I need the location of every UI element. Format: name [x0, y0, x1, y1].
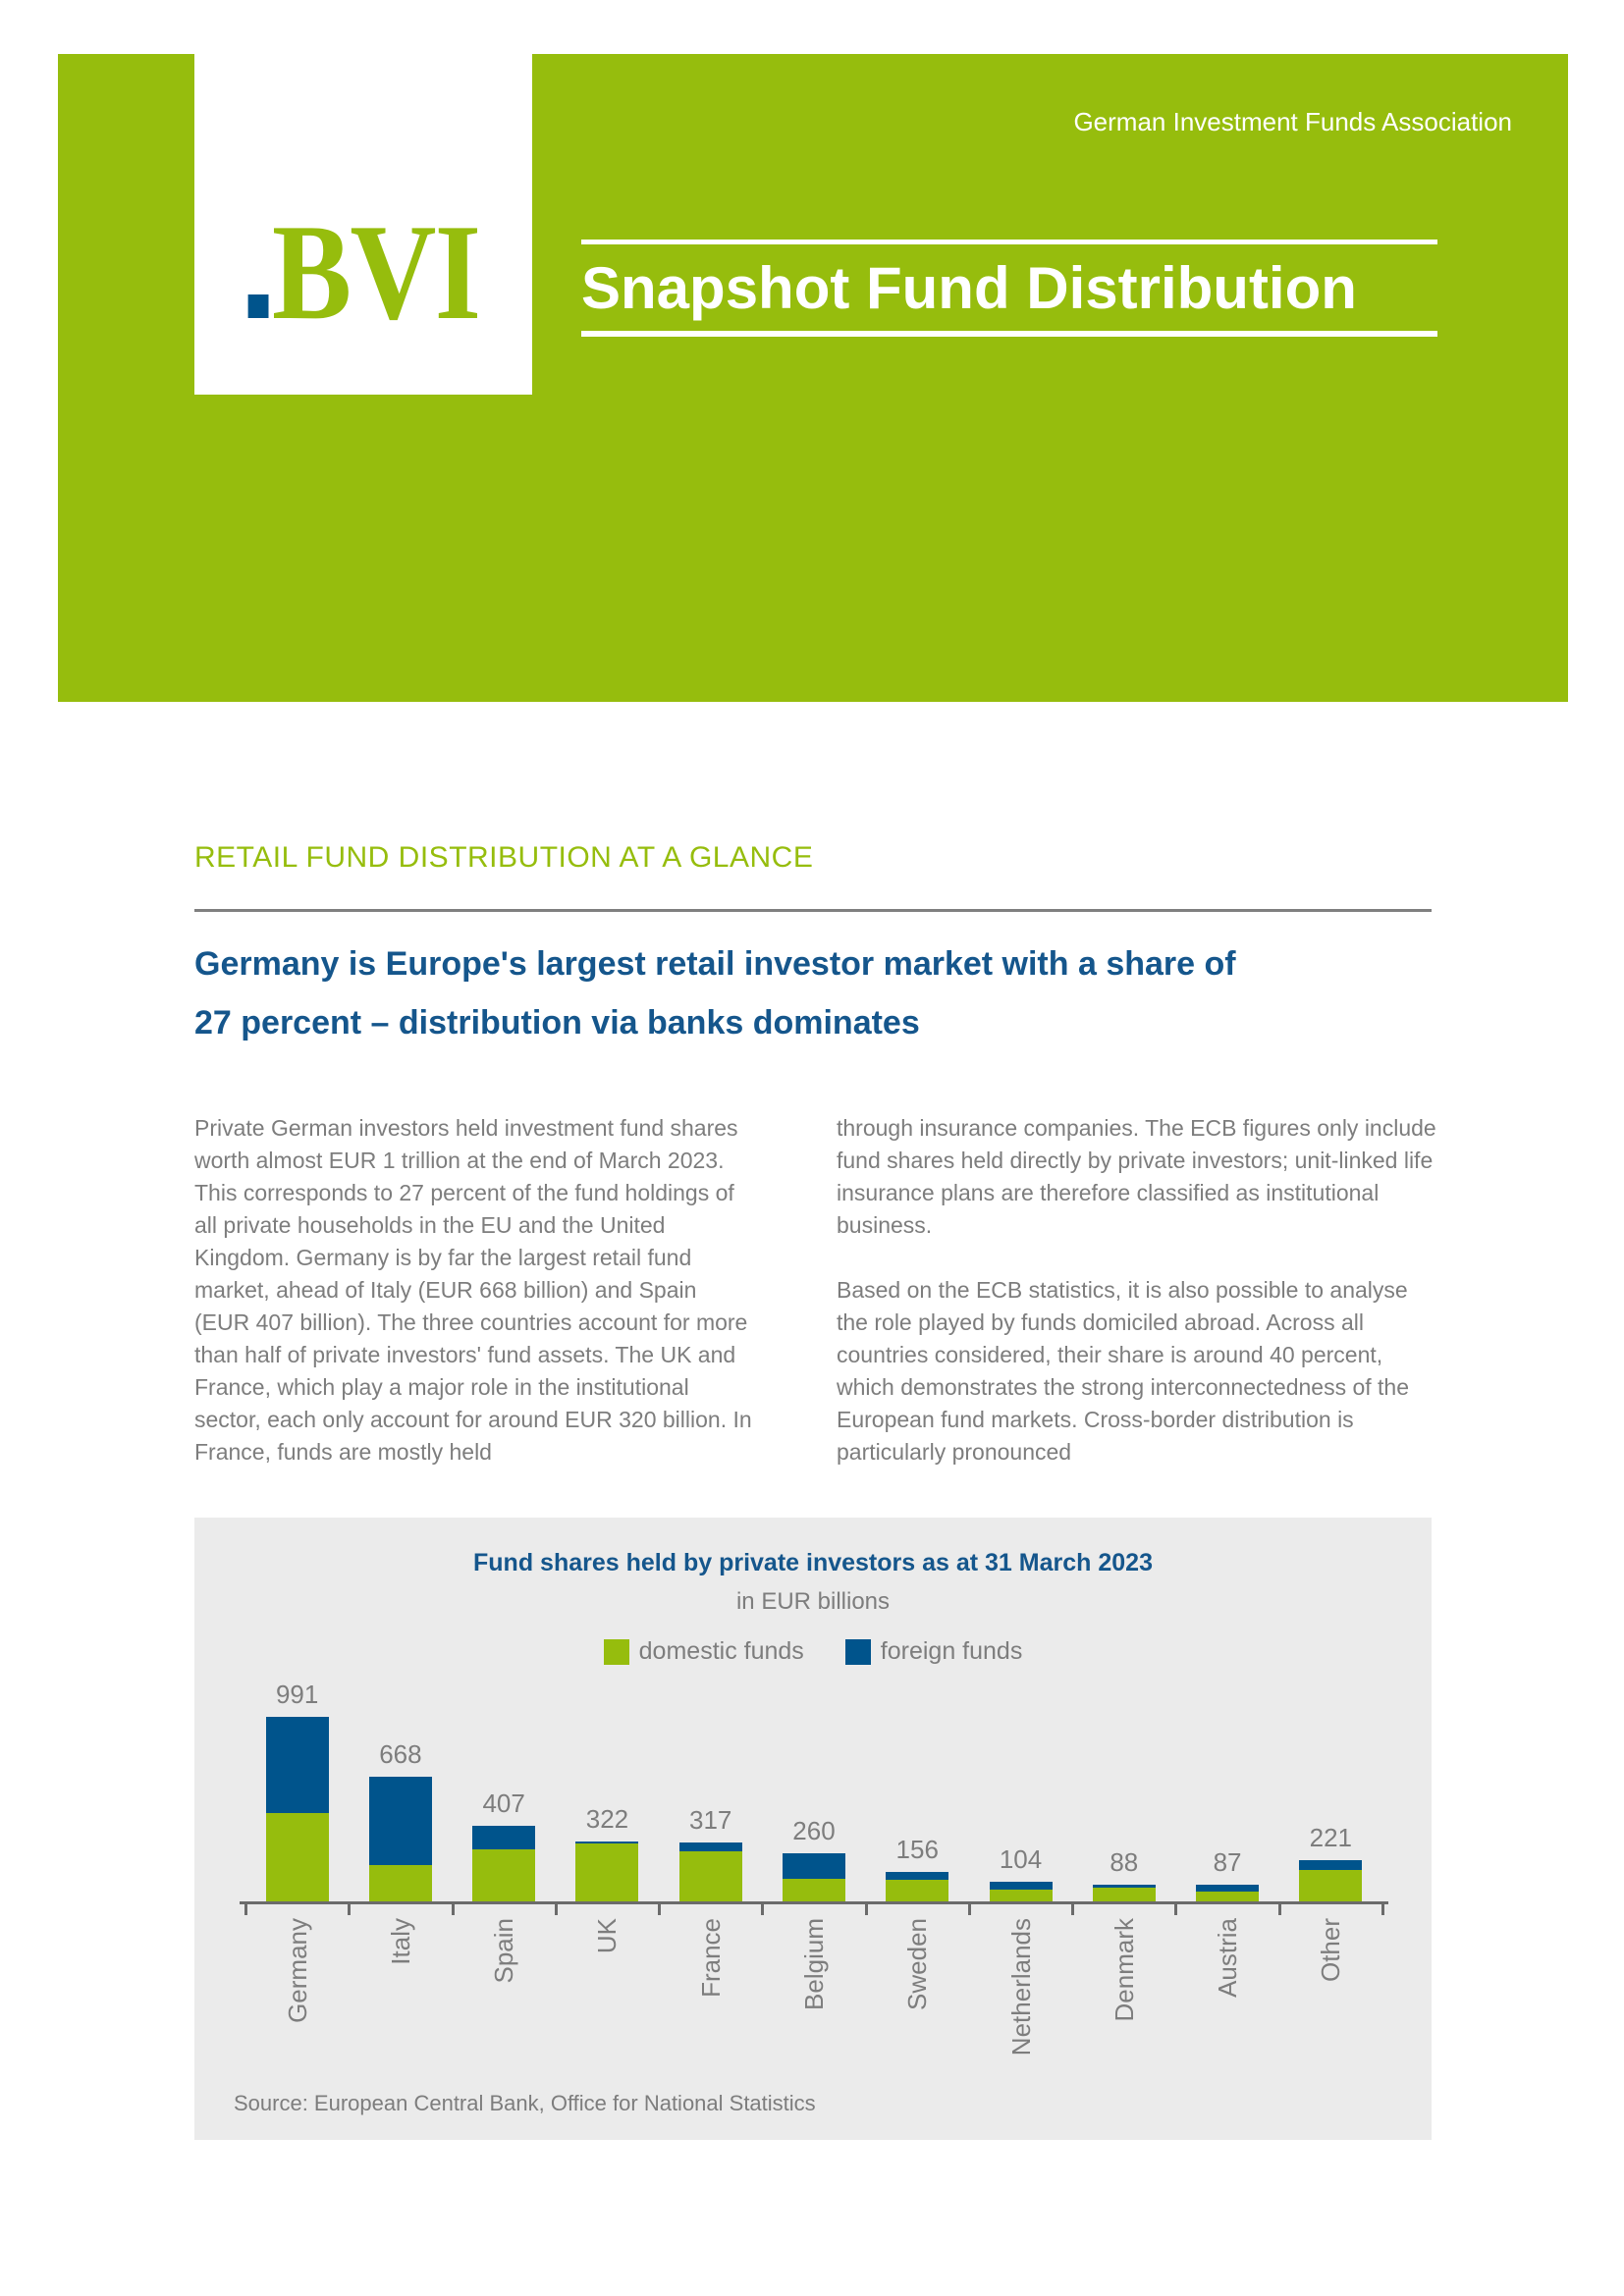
section-divider [194, 909, 1432, 912]
bar-segment-domestic-UK [575, 1842, 639, 1901]
article-title-line-2: 27 percent – distribution via banks domi… [194, 1004, 920, 1041]
x-axis-tick [244, 1901, 247, 1915]
article-title-line-1: Germany is Europe's largest retail inves… [194, 945, 1236, 983]
legend-swatch-icon [844, 1638, 871, 1665]
bar-value-Austria: 87 [1213, 1847, 1242, 1878]
bar-segment-foreign-Other [1299, 1860, 1363, 1870]
x-axis-tick [864, 1901, 868, 1915]
body-column-right: through insurance companies. The ECB fig… [837, 1112, 1439, 1468]
bar-value-France: 317 [689, 1804, 732, 1835]
chart-plot-area: 991 Germany 668 Italy 407 Spain 322 UK 317 France… [194, 1518, 1432, 2140]
axis-label-Netherlands: Netherlands [1005, 1918, 1036, 2056]
bar-segment-domestic-Austria [1196, 1892, 1260, 1901]
bar-segment-foreign-Austria [1196, 1885, 1260, 1893]
bar-segment-foreign-France [678, 1842, 742, 1852]
logo-dot-icon [247, 294, 269, 318]
bar-value-Italy: 668 [379, 1739, 422, 1770]
chart-legend: domestic funds foreign funds [194, 1637, 1432, 1666]
paragraph: through insurance companies. The ECB fig… [837, 1115, 1436, 1238]
axis-label-Spain: Spain [489, 1918, 519, 1984]
header-band: German Investment Funds Association BVI … [58, 54, 1568, 702]
axis-label-Denmark: Denmark [1109, 1918, 1139, 2022]
logo-text: BVI [271, 196, 480, 348]
axis-label-France: France [695, 1918, 726, 1998]
x-axis-tick [1277, 1901, 1281, 1915]
legend-swatch-icon [603, 1638, 629, 1665]
bar-segment-domestic-Other [1299, 1869, 1363, 1901]
bar-value-Belgium: 260 [792, 1815, 836, 1845]
bar-segment-foreign-Belgium [782, 1852, 845, 1880]
axis-label-UK: UK [592, 1918, 623, 1954]
legend-label: domestic funds [638, 1637, 804, 1665]
bar-segment-domestic-Italy [368, 1865, 432, 1901]
report-title-block: Snapshot Fund Distribution [581, 240, 1437, 337]
legend-item-domestic-funds: domestic funds [603, 1637, 804, 1666]
bar-value-Netherlands: 104 [999, 1844, 1043, 1875]
x-axis-tick [554, 1901, 558, 1915]
bar-segment-foreign-Italy [368, 1777, 432, 1866]
paragraph: Private German investors held investment… [194, 1115, 752, 1465]
chart-subtitle: in EUR billions [735, 1588, 891, 1615]
axis-label-Italy: Italy [385, 1918, 415, 1965]
bvi-logo-box: BVI [194, 54, 532, 395]
bvi-logo: BVI [247, 204, 481, 342]
axis-label-Belgium: Belgium [798, 1918, 829, 2010]
bar-segment-domestic-Germany [265, 1812, 329, 1901]
bar-segment-foreign-Denmark [1092, 1885, 1156, 1888]
bar-segment-domestic-Netherlands [989, 1890, 1053, 1901]
paragraph: Based on the ECB statistics, it is also … [837, 1277, 1410, 1465]
x-axis-tick [761, 1901, 765, 1915]
bar-segment-foreign-Spain [472, 1825, 536, 1850]
x-axis-tick [348, 1901, 352, 1915]
x-axis-tick [967, 1901, 971, 1915]
bar-value-Denmark: 88 [1110, 1847, 1139, 1878]
chart-panel: Fund shares held by private investors as… [194, 1518, 1432, 2140]
x-axis-tick [1071, 1901, 1075, 1915]
x-axis-tick [1380, 1901, 1384, 1915]
bar-segment-foreign-Germany [265, 1716, 329, 1813]
chart-title: Fund shares held by private investors as… [473, 1549, 1153, 1576]
chart-source: Source: European Central Bank, Office fo… [234, 2091, 816, 2115]
axis-label-Other: Other [1316, 1918, 1346, 1983]
x-axis-tick [451, 1901, 455, 1915]
bar-segment-foreign-Sweden [886, 1872, 949, 1880]
bar-segment-foreign-UK [575, 1841, 639, 1843]
bar-value-UK: 322 [585, 1803, 629, 1834]
axis-label-Germany: Germany [282, 1918, 312, 2023]
section-kicker: RETAIL FUND DISTRIBUTION AT A GLANCE [194, 841, 814, 874]
axis-label-Austria: Austria [1213, 1918, 1243, 1998]
bar-segment-foreign-Netherlands [989, 1882, 1053, 1891]
body-column-left: Private German investors held investment… [194, 1112, 754, 1468]
legend-label: foreign funds [880, 1637, 1023, 1665]
association-name: German Investment Funds Association [1073, 107, 1512, 136]
bar-segment-domestic-Sweden [886, 1879, 949, 1901]
bar-value-Germany: 991 [275, 1679, 319, 1709]
bar-value-Sweden: 156 [895, 1835, 939, 1865]
report-title: Snapshot Fund Distribution [581, 255, 1357, 321]
bar-value-Spain: 407 [482, 1788, 525, 1818]
bar-value-Other: 221 [1309, 1823, 1353, 1852]
axis-label-Sweden: Sweden [902, 1918, 933, 2010]
x-axis [240, 1901, 1388, 1904]
legend-item-foreign-funds: foreign funds [844, 1637, 1023, 1666]
bar-segment-domestic-France [678, 1851, 742, 1901]
article-title: Germany is Europe's largest retail inves… [194, 934, 1451, 1052]
x-axis-tick [1174, 1901, 1178, 1915]
x-axis-tick [658, 1901, 662, 1915]
bar-segment-domestic-Spain [472, 1849, 536, 1901]
bar-segment-domestic-Denmark [1092, 1887, 1156, 1901]
bar-segment-domestic-Belgium [782, 1879, 845, 1901]
